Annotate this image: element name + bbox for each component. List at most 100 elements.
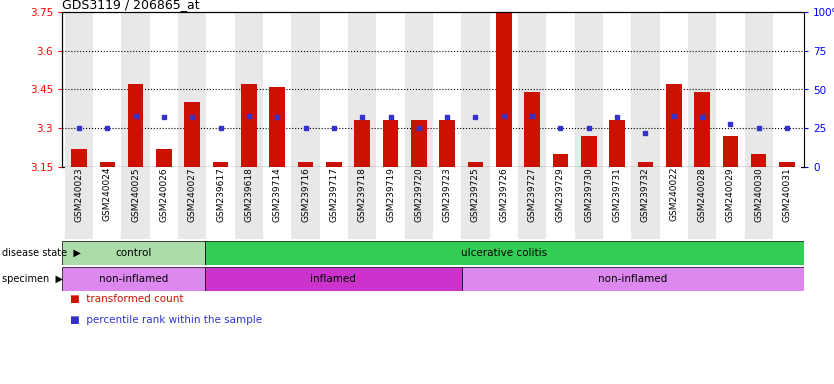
Text: disease state  ▶: disease state ▶ [2, 248, 81, 258]
Bar [404, 167, 433, 239]
Bar [553, 154, 568, 167]
Bar [461, 12, 490, 167]
Text: GSM239718: GSM239718 [358, 167, 367, 222]
Text: GSM239726: GSM239726 [500, 167, 508, 222]
Bar [745, 167, 773, 239]
Bar [631, 167, 660, 239]
Bar [319, 167, 348, 239]
Bar [128, 84, 143, 167]
Bar [518, 167, 546, 239]
Bar [666, 84, 681, 167]
Bar [404, 12, 433, 167]
Bar [433, 167, 461, 239]
Bar [184, 103, 200, 167]
Bar [150, 12, 178, 167]
Text: GSM239618: GSM239618 [244, 167, 254, 222]
Bar [525, 92, 540, 167]
Bar [376, 12, 404, 167]
Text: GSM239730: GSM239730 [585, 167, 593, 222]
Bar [99, 162, 115, 167]
Bar [150, 167, 178, 239]
Text: GDS3119 / 206865_at: GDS3119 / 206865_at [62, 0, 199, 11]
Bar [575, 12, 603, 167]
Bar [65, 12, 93, 167]
Bar [773, 167, 801, 239]
Bar [575, 167, 603, 239]
Bar [751, 154, 766, 167]
Bar [62, 267, 204, 291]
Text: GSM240022: GSM240022 [669, 167, 678, 222]
Text: GSM240023: GSM240023 [74, 167, 83, 222]
Text: ■  transformed count: ■ transformed count [70, 294, 183, 304]
Bar [638, 162, 653, 167]
Bar [263, 12, 291, 167]
Bar [234, 12, 263, 167]
Text: inflamed: inflamed [310, 274, 356, 284]
Text: GSM240030: GSM240030 [754, 167, 763, 222]
Text: GSM239723: GSM239723 [443, 167, 452, 222]
Bar [490, 12, 518, 167]
Bar [779, 162, 795, 167]
Bar [291, 12, 319, 167]
Bar [490, 167, 518, 239]
Text: specimen  ▶: specimen ▶ [2, 274, 63, 284]
Bar [461, 267, 804, 291]
Bar [71, 149, 87, 167]
Bar [62, 241, 204, 265]
Text: GSM240026: GSM240026 [159, 167, 168, 222]
Bar [773, 12, 801, 167]
Bar [263, 167, 291, 239]
Text: control: control [115, 248, 152, 258]
Bar [122, 167, 150, 239]
Bar [122, 12, 150, 167]
Bar [660, 167, 688, 239]
Bar [716, 12, 745, 167]
Bar [694, 92, 710, 167]
Text: GSM239716: GSM239716 [301, 167, 310, 222]
Bar [207, 167, 234, 239]
Bar [660, 12, 688, 167]
Bar [722, 136, 738, 167]
Bar [468, 162, 483, 167]
Bar [610, 121, 625, 167]
Bar [603, 167, 631, 239]
Text: GSM240029: GSM240029 [726, 167, 735, 222]
Text: GSM239717: GSM239717 [329, 167, 339, 222]
Text: GSM239720: GSM239720 [414, 167, 424, 222]
Bar [688, 167, 716, 239]
Text: GSM240025: GSM240025 [131, 167, 140, 222]
Bar [546, 12, 575, 167]
Bar [178, 12, 207, 167]
Text: GSM239719: GSM239719 [386, 167, 395, 222]
Bar [269, 87, 285, 167]
Text: GSM239714: GSM239714 [273, 167, 282, 222]
Text: non-inflamed: non-inflamed [98, 274, 168, 284]
Text: GSM240028: GSM240028 [697, 167, 706, 222]
Text: non-inflamed: non-inflamed [598, 274, 667, 284]
Bar [178, 167, 207, 239]
Bar [65, 167, 93, 239]
Bar [376, 167, 404, 239]
Bar [688, 12, 716, 167]
Bar [348, 12, 376, 167]
Bar [411, 121, 427, 167]
Bar [348, 167, 376, 239]
Text: ulcerative colitis: ulcerative colitis [461, 248, 547, 258]
Bar [581, 136, 596, 167]
Bar [241, 84, 257, 167]
Bar [716, 167, 745, 239]
Bar [204, 267, 461, 291]
Bar [156, 149, 172, 167]
Bar [298, 162, 314, 167]
Bar [213, 162, 229, 167]
Bar [496, 12, 511, 167]
Bar [745, 12, 773, 167]
Bar [291, 167, 319, 239]
Text: ■  percentile rank within the sample: ■ percentile rank within the sample [70, 315, 263, 325]
Bar [440, 121, 455, 167]
Text: GSM239729: GSM239729 [556, 167, 565, 222]
Bar [234, 167, 263, 239]
Bar [319, 12, 348, 167]
Bar [603, 12, 631, 167]
Bar [383, 121, 399, 167]
